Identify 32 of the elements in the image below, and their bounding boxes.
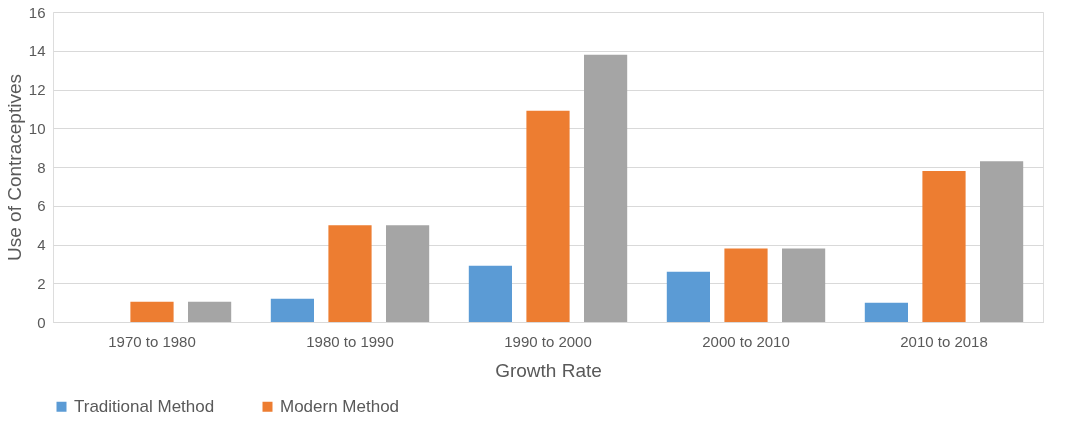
bar <box>386 225 430 322</box>
bar <box>270 298 314 322</box>
bar <box>922 170 966 322</box>
bar <box>130 301 174 322</box>
y-tick-label: 14 <box>28 42 46 60</box>
bar <box>188 301 232 322</box>
x-tick-label: 1970 to 1980 <box>108 332 196 350</box>
bar <box>724 248 768 322</box>
y-tick-label: 0 <box>37 313 46 331</box>
y-tick-label: 8 <box>37 158 46 176</box>
y-tick-label: 16 <box>28 3 46 21</box>
bar <box>526 110 570 322</box>
y-tick-label: 2 <box>37 274 46 292</box>
bar <box>328 225 372 322</box>
y-tick-label: 6 <box>37 197 46 215</box>
bar <box>584 54 628 322</box>
bar <box>468 265 512 322</box>
bar <box>980 161 1024 322</box>
x-axis-title: Growth Rate <box>495 359 602 381</box>
legend-label: Traditional Method <box>74 396 215 416</box>
x-tick-label: 2000 to 2010 <box>702 332 790 350</box>
y-axis-title: Use of Contraceptives <box>3 74 25 261</box>
x-tick-label: 1990 to 2000 <box>504 332 592 350</box>
legend-label: Modern Method <box>280 396 400 416</box>
y-tick-label: 4 <box>37 236 46 253</box>
bar <box>666 271 710 322</box>
y-tick-label: 10 <box>28 119 46 137</box>
x-tick-label: 2010 to 2018 <box>900 332 988 350</box>
y-tick-label: 12 <box>28 81 46 98</box>
bar <box>864 302 908 322</box>
bar <box>782 248 826 322</box>
x-tick-label: 1980 to 1990 <box>306 332 394 350</box>
